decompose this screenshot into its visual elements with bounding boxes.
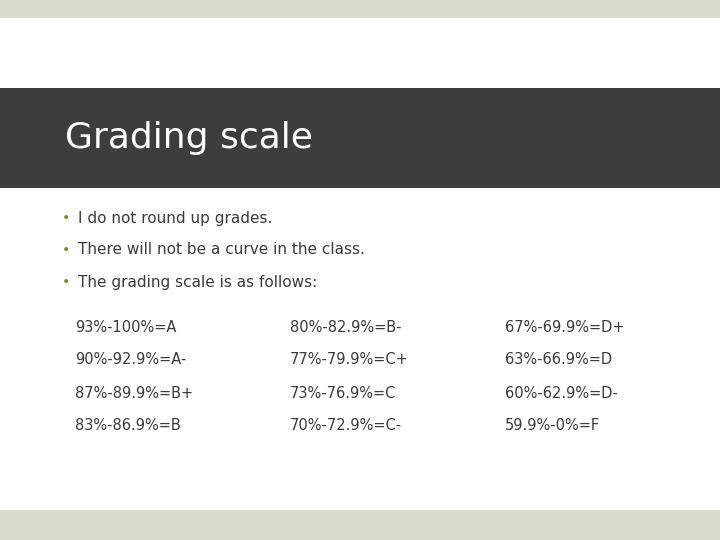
Text: 60%-62.9%=D-: 60%-62.9%=D- xyxy=(505,386,618,401)
Text: 90%-92.9%=A-: 90%-92.9%=A- xyxy=(75,353,186,368)
Text: 93%-100%=A: 93%-100%=A xyxy=(75,321,176,335)
Text: There will not be a curve in the class.: There will not be a curve in the class. xyxy=(78,242,365,258)
Text: 80%-82.9%=B-: 80%-82.9%=B- xyxy=(290,321,402,335)
Text: •: • xyxy=(62,275,71,289)
Text: I do not round up grades.: I do not round up grades. xyxy=(78,211,272,226)
Text: 67%-69.9%=D+: 67%-69.9%=D+ xyxy=(505,321,624,335)
Bar xyxy=(0,0,720,18)
Text: The grading scale is as follows:: The grading scale is as follows: xyxy=(78,274,318,289)
Text: Grading scale: Grading scale xyxy=(65,121,313,155)
Text: 87%-89.9%=B+: 87%-89.9%=B+ xyxy=(75,386,193,401)
Text: 70%-72.9%=C-: 70%-72.9%=C- xyxy=(290,417,402,433)
Text: 59.9%-0%=F: 59.9%-0%=F xyxy=(505,417,600,433)
Text: •: • xyxy=(62,211,71,225)
Bar xyxy=(0,88,720,188)
Text: 73%-76.9%=C: 73%-76.9%=C xyxy=(290,386,397,401)
Bar xyxy=(0,510,720,540)
Text: 77%-79.9%=C+: 77%-79.9%=C+ xyxy=(290,353,409,368)
Text: 83%-86.9%=B: 83%-86.9%=B xyxy=(75,417,181,433)
Text: •: • xyxy=(62,243,71,257)
Text: 63%-66.9%=D: 63%-66.9%=D xyxy=(505,353,612,368)
